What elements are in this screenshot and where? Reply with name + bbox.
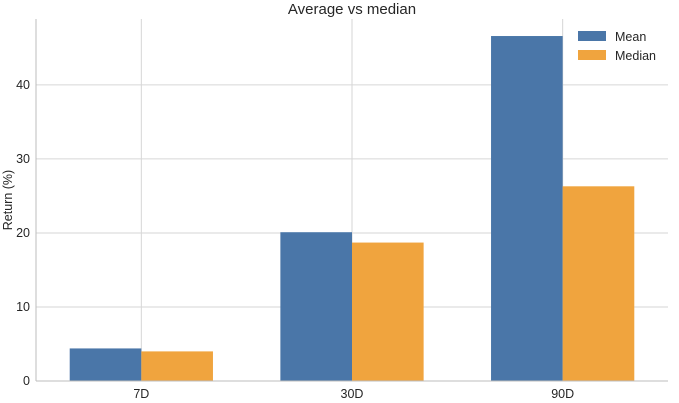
x-tick-label: 30D [341, 387, 364, 401]
legend-label-mean: Mean [615, 30, 646, 44]
y-tick-label: 20 [16, 226, 30, 240]
y-axis-label: Return (%) [1, 170, 15, 230]
bar-median-30d [352, 242, 424, 381]
bar-median-7d [141, 351, 213, 381]
chart-title: Average vs median [288, 1, 416, 18]
legend-swatch-median [578, 50, 606, 60]
bar-mean-90d [491, 36, 563, 382]
y-tick-label: 10 [16, 300, 30, 314]
legend: Mean Median [578, 30, 656, 63]
x-tick-label: 7D [133, 387, 149, 401]
bars [69, 36, 635, 382]
bar-median-90d [562, 186, 635, 381]
y-tick-label: 40 [16, 78, 30, 92]
bar-mean-30d [280, 232, 352, 381]
y-tick-labels: 0 10 20 30 40 [16, 78, 30, 388]
x-tick-labels: 7D 30D 90D [133, 387, 574, 401]
axes [35, 19, 668, 382]
x-tick-label: 90D [551, 387, 574, 401]
legend-swatch-mean [578, 31, 606, 41]
y-tick-label: 30 [16, 152, 30, 166]
bar-mean-7d [69, 348, 142, 381]
y-tick-label: 0 [23, 374, 30, 388]
legend-label-median: Median [615, 49, 656, 63]
